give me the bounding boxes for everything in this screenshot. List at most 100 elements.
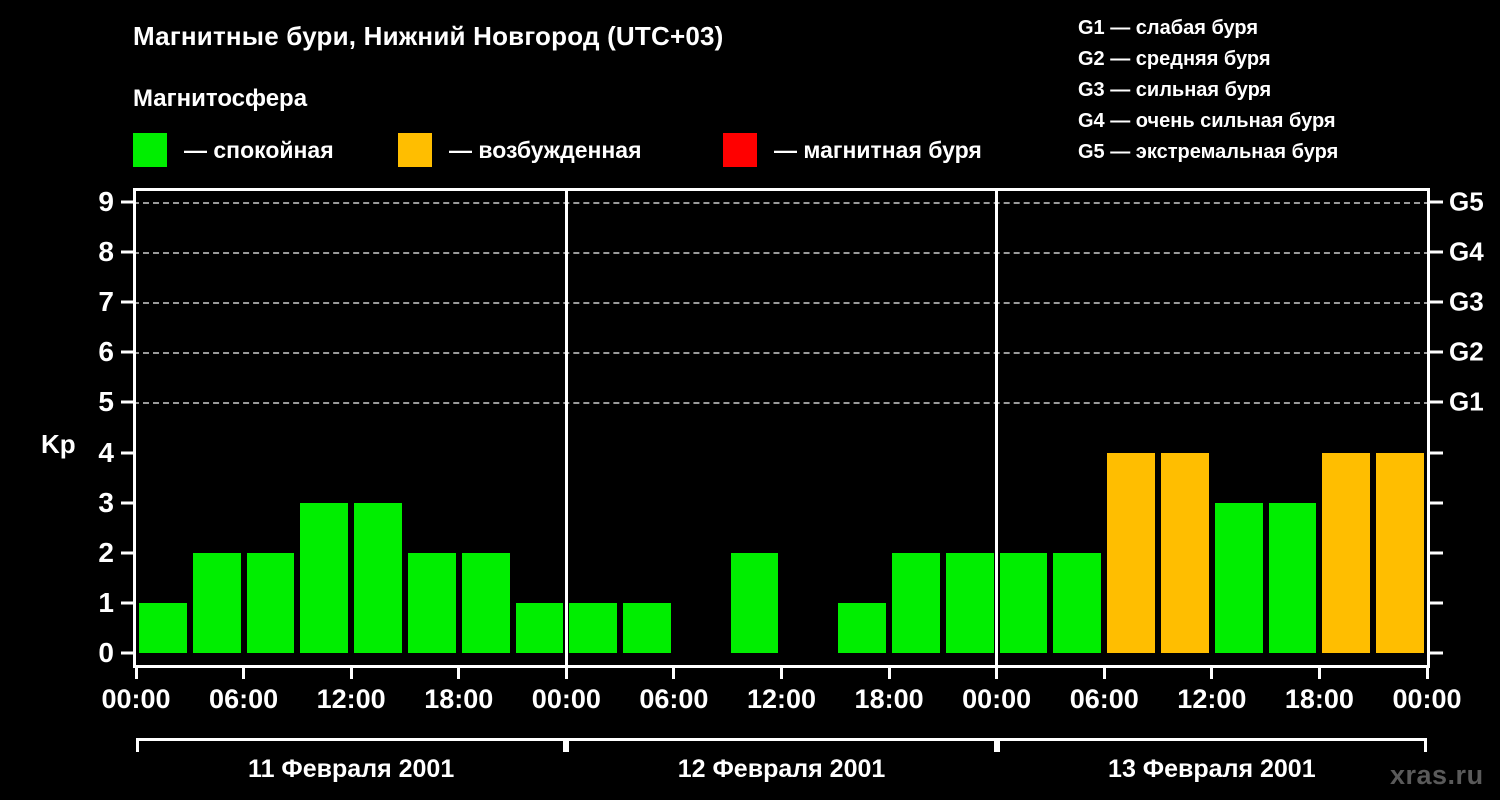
x-tick-mark-4 (564, 668, 568, 679)
bar (354, 502, 402, 653)
bar (892, 552, 940, 653)
y-tick-label-9: 9 (98, 186, 114, 217)
x-tick-mark-1 (242, 668, 246, 679)
magnetosphere-legend: — спокойная — возбужденная — магнитная б… (133, 133, 1033, 167)
y-axis-label: Kp (41, 429, 76, 459)
y-tick-mark-0 (121, 651, 133, 655)
y-right-tick-mark-5 (1430, 400, 1443, 404)
y-tick-label-1: 1 (98, 586, 114, 618)
x-tick-mark-9 (1102, 668, 1106, 679)
x-tick-mark-11 (1317, 668, 1321, 679)
x-tick-label-2: 12:00 (316, 684, 386, 714)
x-tick-label-5: 06:00 (639, 684, 709, 714)
bar (1322, 452, 1371, 653)
y-tick-label-8: 8 (98, 236, 114, 268)
gridline-kp-9 (133, 202, 1430, 204)
day-band-2 (566, 738, 997, 752)
g-scale-row-g3: G3 — сильная буря (1078, 79, 1272, 101)
y-tick-label-5: 5 (98, 386, 114, 418)
x-tick-label-0: 00:00 (101, 684, 171, 714)
y-right-tick-mark-7 (1430, 300, 1443, 304)
day-label-1: 11 Февраля 2001 (248, 755, 455, 783)
legend-item-active: — возбужденная (398, 133, 642, 167)
g-scale-row-g2: G2 — средняя буря (1078, 48, 1271, 70)
y-right-tick-mark-0 (1430, 651, 1443, 655)
y-tick-mark-2 (121, 551, 133, 555)
x-tick-mark-7 (887, 668, 891, 679)
plot-area (133, 188, 1430, 668)
y-right-tick-mark-8 (1430, 250, 1443, 254)
bar (139, 602, 187, 653)
bar (569, 602, 618, 653)
x-tick-label-10: 12:00 (1177, 684, 1247, 714)
bar (461, 552, 510, 653)
bar (407, 552, 456, 653)
y-tick-label-2: 2 (98, 536, 114, 568)
y-tick-mark-7 (121, 300, 133, 304)
x-tick-mark-12 (1425, 668, 1429, 679)
y-tick-label-0: 0 (98, 637, 114, 668)
y-right-tick-mark-2 (1430, 551, 1443, 555)
y-right-tick-label-G5: G5 (1449, 186, 1484, 217)
g-scale-legend: G1 — слабая буря G2 — средняя буря G3 — … (1078, 13, 1338, 168)
bar (192, 552, 241, 653)
legend-label-storm: — магнитная буря (774, 136, 982, 163)
day-separator-1 (564, 188, 568, 668)
x-tick-mark-5 (672, 668, 676, 679)
bar (1268, 502, 1317, 653)
y-right-tick-mark-6 (1430, 350, 1443, 354)
y-tick-mark-6 (121, 350, 133, 354)
y-tick-mark-3 (121, 501, 133, 505)
day-band-3 (996, 738, 1427, 752)
g-scale-row-g4: G4 — очень сильная буря (1078, 110, 1336, 132)
x-tick-label-4: 00:00 (531, 684, 601, 714)
day-band-1 (136, 738, 567, 752)
x-tick-label-11: 18:00 (1284, 684, 1354, 714)
day-label-2: 12 Февраля 2001 (677, 755, 886, 783)
x-tick-label-3: 18:00 (424, 684, 494, 714)
y-tick-label-6: 6 (98, 336, 114, 368)
y-right-tick-label-G4: G4 (1449, 236, 1484, 267)
bar (838, 602, 887, 653)
legend-item-storm: — магнитная буря (723, 133, 982, 167)
bar (730, 552, 779, 653)
x-tick-label-9: 06:00 (1069, 684, 1139, 714)
bar (1376, 452, 1424, 653)
x-tick-label-1: 06:00 (209, 684, 279, 714)
y-tick-mark-8 (121, 250, 133, 254)
legend-swatch-quiet (133, 133, 167, 167)
y-right-tick-mark-3 (1430, 501, 1443, 505)
y-right-tick-mark-9 (1430, 200, 1443, 204)
gridline-kp-8 (133, 252, 1430, 255)
magnetosphere-heading: Магнитосфера (133, 85, 308, 112)
bar (246, 552, 295, 653)
legend-swatch-active (398, 133, 432, 167)
bar (1161, 452, 1209, 653)
x-tick-mark-2 (349, 668, 353, 679)
y-tick-mark-5 (121, 400, 133, 404)
x-tick-mark-10 (1210, 668, 1214, 679)
page-title: Магнитные бури, Нижний Новгород (UTC+03) (133, 21, 724, 51)
watermark: xras.ru (1390, 760, 1484, 790)
g-scale-row-g1: G1 — слабая буря (1078, 17, 1259, 39)
legend-item-quiet: — спокойная (133, 133, 334, 167)
y-right-tick-label-G3: G3 (1449, 286, 1484, 317)
legend-label-quiet: — спокойная (184, 136, 334, 163)
x-tick-mark-3 (457, 668, 461, 679)
day-label-3: 13 Февраля 2001 (1108, 755, 1316, 783)
day-separator-2 (995, 188, 999, 668)
bar (1107, 452, 1156, 653)
bar (300, 502, 349, 653)
x-tick-label-8: 00:00 (962, 684, 1032, 714)
y-tick-mark-1 (121, 601, 133, 605)
x-tick-mark-8 (995, 668, 999, 679)
g-scale-row-g5: G5 — экстремальная буря (1078, 141, 1339, 163)
x-tick-label-7: 18:00 (854, 684, 924, 714)
x-tick-mark-6 (780, 668, 783, 679)
y-tick-mark-4 (121, 451, 133, 455)
x-tick-mark-0 (134, 668, 138, 679)
y-tick-label-4: 4 (98, 436, 114, 468)
bar (515, 602, 564, 653)
legend-swatch-storm (723, 133, 757, 167)
